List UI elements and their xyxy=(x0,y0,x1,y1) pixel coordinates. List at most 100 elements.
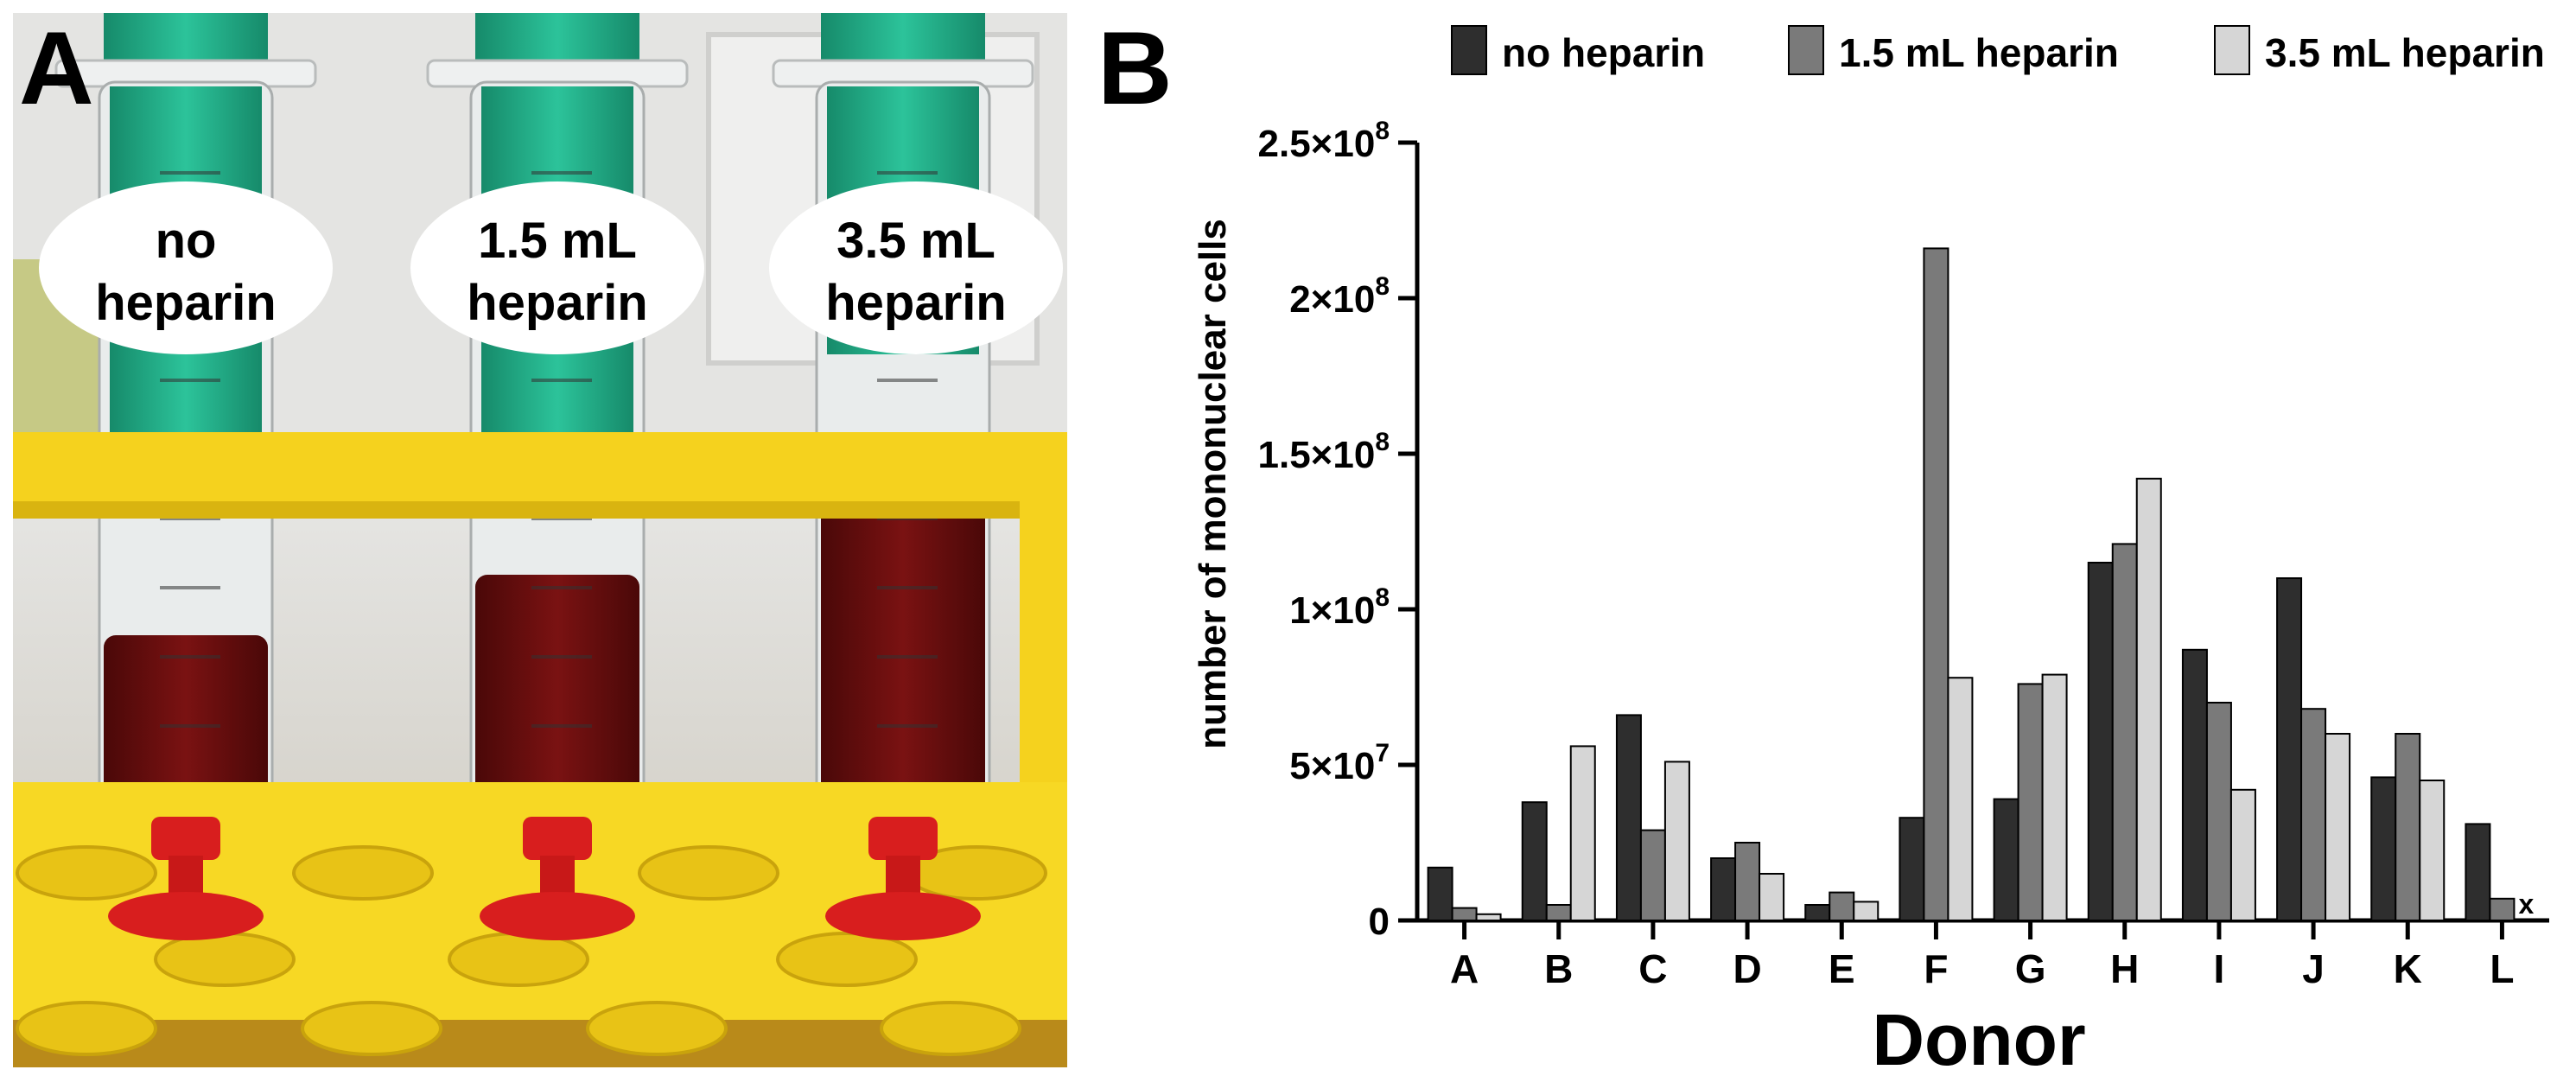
syringe-tip-cap xyxy=(825,817,981,940)
legend-label: 1.5 mL heparin xyxy=(1839,30,2119,75)
legend-swatch xyxy=(1451,25,1487,75)
blood-sample xyxy=(104,635,268,812)
bar xyxy=(2300,708,2327,922)
legend-swatch xyxy=(1788,25,1824,75)
y-tick-label: 2×108 xyxy=(1289,272,1390,321)
syringe-label: no heparin xyxy=(39,181,333,354)
bar xyxy=(1829,891,1855,921)
bars: x xyxy=(1427,247,2535,922)
rack-hole xyxy=(16,1001,157,1056)
bar xyxy=(2370,776,2397,922)
x-tick-label: E xyxy=(1829,946,1855,991)
legend-label: no heparin xyxy=(1502,30,1705,75)
x-axis-label: Donor xyxy=(1872,999,2085,1076)
rack-hole xyxy=(638,845,779,901)
bar xyxy=(2229,788,2256,921)
rack-hole xyxy=(154,932,296,987)
plunger-cap xyxy=(104,13,268,65)
syringes xyxy=(54,13,1034,812)
syringe-photo-panel: no heparin 1.5 mL heparin 3.5 mL heparin A xyxy=(13,10,1067,1067)
y-tick-label: 1.5×108 xyxy=(1258,428,1390,476)
blood-sample xyxy=(821,488,985,812)
bar xyxy=(2489,897,2516,922)
y-tick-label: 0 xyxy=(1369,901,1390,943)
bar xyxy=(2205,702,2232,921)
syringe-tip-cap xyxy=(108,817,264,940)
plunger-cap xyxy=(821,13,985,65)
label-oval xyxy=(410,181,704,354)
bar xyxy=(1734,842,1761,921)
x-tick-label: I xyxy=(2214,946,2225,991)
bar xyxy=(1947,677,1974,921)
tip-collar xyxy=(523,817,592,860)
bar xyxy=(2395,733,2421,921)
rack-hole xyxy=(448,932,589,987)
label-text: no xyxy=(156,213,217,269)
x-tick-label: J xyxy=(2302,946,2325,991)
tip-base xyxy=(825,892,981,940)
tip-collar xyxy=(868,817,938,860)
y-tick-label: 1×108 xyxy=(1289,583,1390,632)
y-tick-label: 2.5×108 xyxy=(1258,117,1390,165)
bar xyxy=(1853,901,1880,922)
legend-item: no heparin xyxy=(1451,25,1705,75)
chart-legend: no heparin 1.5 mL heparin 3.5 mL heparin xyxy=(1451,25,2545,75)
tip-collar xyxy=(151,817,220,860)
x-tick-label: H xyxy=(2110,946,2139,991)
legend-label: 3.5 mL heparin xyxy=(2265,30,2545,75)
y-axis: 0 5×107 1×108 1.5×108 2×108 2.5×108 xyxy=(1258,117,1420,943)
x-tick-label: D xyxy=(1733,946,1761,991)
y-tick-label: 5×107 xyxy=(1289,739,1390,787)
bar xyxy=(2135,477,2162,921)
rack-hole xyxy=(586,1001,728,1056)
bar xyxy=(1475,913,1502,922)
bar xyxy=(1545,904,1572,921)
x-axis: A B C D E F G H I J K L xyxy=(1417,918,2549,991)
bar xyxy=(1639,829,1666,921)
legend-item: 3.5 mL heparin xyxy=(2214,25,2545,75)
x-tick-label: A xyxy=(1450,946,1479,991)
bar xyxy=(2465,823,2491,922)
rack-hole xyxy=(292,845,434,901)
legend-swatch xyxy=(2214,25,2250,75)
rack-hole xyxy=(16,845,157,901)
bar xyxy=(2276,577,2303,921)
label-oval xyxy=(39,181,333,354)
panel-letter-a: A xyxy=(19,10,94,126)
x-tick-label: C xyxy=(1638,946,1667,991)
missing-value-marker: x xyxy=(2519,888,2535,920)
bar xyxy=(2325,733,2351,921)
label-text: heparin xyxy=(95,275,277,331)
bar xyxy=(1710,857,1737,921)
bar xyxy=(1615,714,1642,922)
x-tick-label: F xyxy=(1924,946,1948,991)
syringe-label: 3.5 mL heparin xyxy=(769,181,1063,354)
x-tick-label: G xyxy=(2015,946,2046,991)
syringe-label: 1.5 mL heparin xyxy=(410,181,704,354)
rack-hole xyxy=(301,1001,442,1056)
panel-letter-b: B xyxy=(1097,10,1173,126)
label-text: 1.5 mL xyxy=(478,213,637,269)
bar xyxy=(1993,798,2019,921)
y-axis-label: number of mononuclear cells xyxy=(1192,219,1234,749)
bar xyxy=(2419,780,2446,921)
bar xyxy=(2087,562,2114,921)
bar xyxy=(2111,543,2138,922)
rack-top-rail xyxy=(13,432,1067,510)
x-tick-label: B xyxy=(1544,946,1573,991)
bar xyxy=(2181,648,2208,921)
syringe-tips xyxy=(108,817,981,940)
x-tick-label: L xyxy=(2490,946,2514,991)
rack-hole xyxy=(776,932,918,987)
syringe-labels: no heparin 1.5 mL heparin 3.5 mL heparin xyxy=(39,181,1063,354)
bar xyxy=(2041,673,2068,921)
bar xyxy=(1663,761,1690,922)
bar xyxy=(1569,745,1596,922)
label-text: heparin xyxy=(467,275,648,331)
bar xyxy=(1427,866,1453,921)
legend-item: 1.5 mL heparin xyxy=(1788,25,2119,75)
bar xyxy=(1521,801,1548,922)
bar xyxy=(1899,817,1925,922)
bar xyxy=(1451,907,1478,921)
syringe-tip-cap xyxy=(480,817,635,940)
